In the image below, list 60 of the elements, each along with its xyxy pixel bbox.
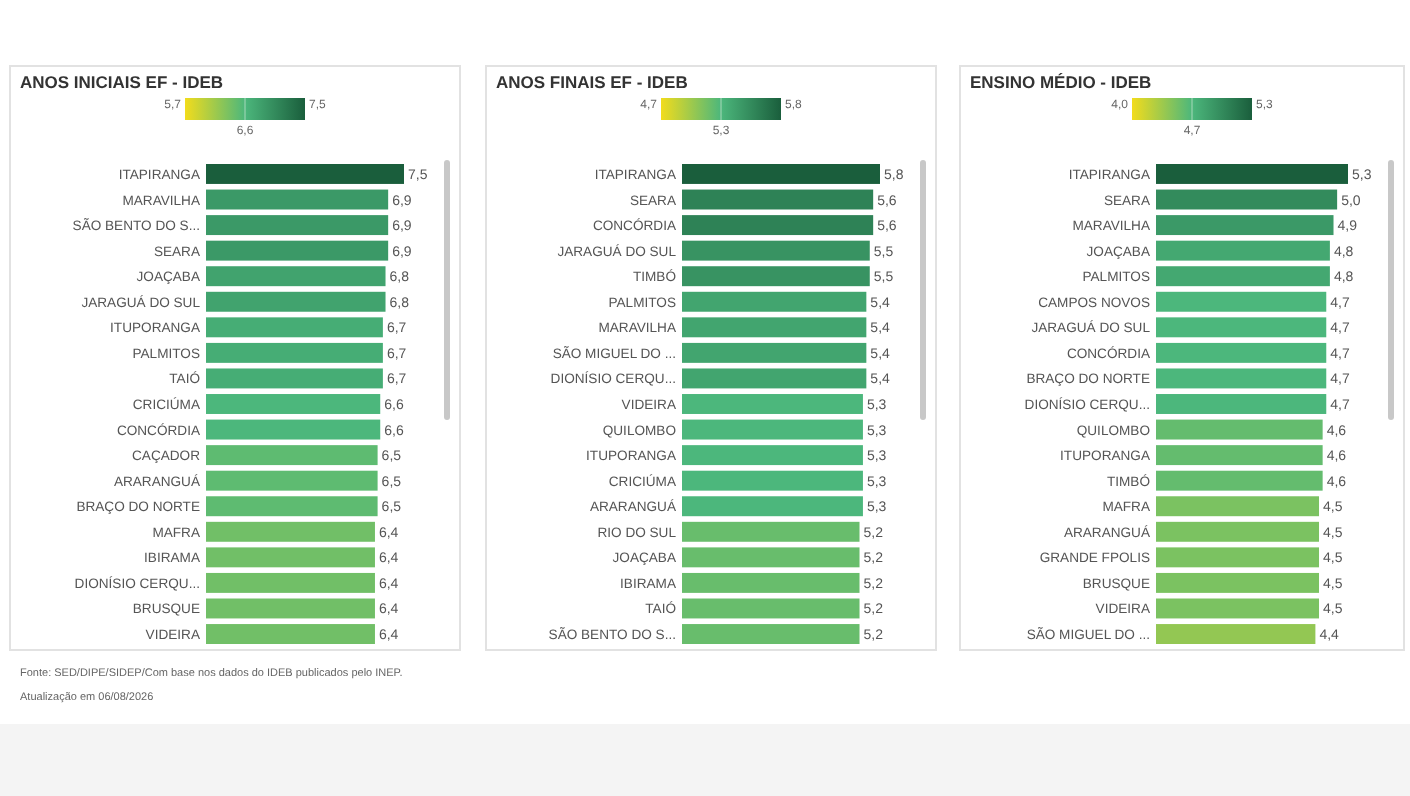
chart-title: ANOS FINAIS EF - IDEB [496,72,688,92]
bar [1156,291,1327,312]
bar [206,266,386,287]
bar [682,521,860,542]
bar [206,521,375,542]
bar [206,189,389,210]
bar [1156,547,1320,568]
bar [682,547,860,568]
bar [1156,317,1327,338]
bar [682,164,880,184]
bar [1156,521,1320,542]
bar [682,189,874,210]
bar [682,470,863,491]
bar [206,470,378,491]
bar [206,572,375,593]
bar [206,368,383,389]
bar [682,445,863,466]
bar [1156,496,1320,517]
bar [682,624,860,644]
bar [206,215,389,236]
bar [206,547,375,568]
bar [682,572,860,593]
bar [682,291,867,312]
bar [206,598,375,619]
bar [1156,368,1327,389]
bar [1156,572,1320,593]
bar [682,317,867,338]
bar [1156,215,1334,236]
bar [682,215,874,236]
bar [206,624,375,644]
bar [1156,266,1330,287]
bar [682,496,863,517]
bar [1156,624,1316,644]
bar [682,394,863,414]
bar [1156,342,1327,363]
bar [1156,598,1320,619]
bar [1156,240,1330,261]
bar [1156,470,1323,491]
bar [206,445,378,466]
bar [206,291,386,312]
bar [1156,445,1323,466]
bar [1156,164,1348,184]
bar [682,240,870,261]
bar [206,419,381,440]
chart-title: ANOS INICIAIS EF - IDEB [20,72,224,92]
bar [206,240,389,261]
bar [1156,394,1327,414]
chart-title: ENSINO MÉDIO - IDEB [970,72,1152,92]
bar [206,496,378,517]
bar [682,342,867,363]
bar [1156,419,1323,440]
bar [206,394,381,414]
bar [206,317,383,338]
bar [682,368,867,389]
bar [682,419,863,440]
bar [206,164,404,184]
bar [682,266,870,287]
bar [682,598,860,619]
bar [1156,189,1338,210]
bar [206,342,383,363]
